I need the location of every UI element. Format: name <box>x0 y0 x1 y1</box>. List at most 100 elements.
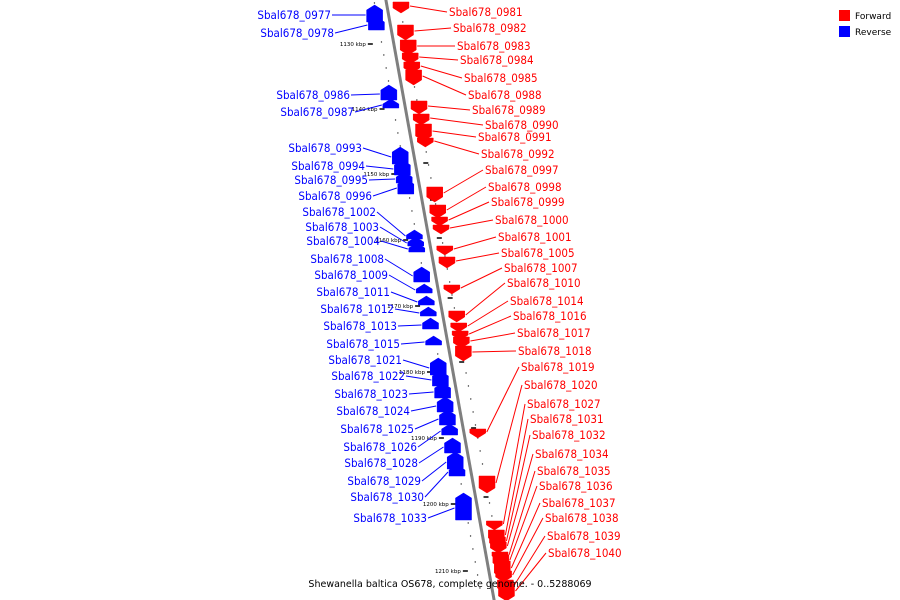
forward-gene-leader-line <box>502 403 526 525</box>
scale-dot <box>465 372 467 374</box>
scale-dot <box>385 67 387 69</box>
forward-gene-label: Sbal678_1032 <box>532 428 606 442</box>
forward-gene-label: Sbal678_1037 <box>542 496 616 510</box>
legend-forward-label: Forward <box>855 12 891 22</box>
scale-tick-label: 1170 kbp <box>387 304 413 310</box>
reverse-gene-leader-line <box>400 341 425 345</box>
forward-gene-glyph <box>438 256 456 269</box>
reverse-gene-glyph <box>444 437 461 454</box>
legend: Forward Reverse <box>839 10 892 38</box>
forward-gene-label: Sbal678_0998 <box>488 180 562 194</box>
scale-dot <box>425 151 427 153</box>
reverse-gene-label: Sbal678_1011 <box>316 285 390 299</box>
forward-gene-glyph <box>417 137 434 148</box>
reverse-gene-leader-line <box>394 308 420 314</box>
scale-dot <box>448 281 451 283</box>
scale-tick-label: 1150 kbp <box>363 172 389 178</box>
reverse-gene-glyph <box>434 382 451 399</box>
forward-gene-glyph <box>495 570 512 583</box>
reverse-gene-label: Sbal678_0986 <box>276 88 350 102</box>
reverse-gene-glyph <box>422 317 439 330</box>
forward-gene-leader-line <box>419 56 459 61</box>
reverse-gene-label: Sbal678_1028 <box>344 456 418 470</box>
reverse-gene-glyph <box>446 451 464 470</box>
forward-gene-leader-line <box>446 186 487 211</box>
reverse-gene-label: Sbal678_1026 <box>343 440 417 454</box>
scale-tick-label: 1190 kbp <box>411 436 437 442</box>
forward-gene-leader-line <box>455 252 500 262</box>
scale-dot <box>476 574 479 576</box>
reverse-gene-leader-line <box>410 405 437 412</box>
forward-gene-label: Sbal678_1014 <box>510 294 584 308</box>
forward-gene-label: Sbal678_0997 <box>485 163 559 177</box>
reverse-gene-label: Sbal678_0995 <box>294 173 368 187</box>
reverse-gene-label: Sbal678_1009 <box>314 268 388 282</box>
forward-gene-glyph <box>429 204 447 219</box>
forward-gene-leader-line <box>422 75 467 96</box>
scale-dot <box>479 587 481 589</box>
forward-gene-leader-line <box>472 350 517 353</box>
scale-dot <box>474 561 476 563</box>
forward-gene-glyph <box>469 428 487 439</box>
forward-gene-leader-line <box>460 267 503 289</box>
reverse-gene-label: Sbal678_0977 <box>257 8 331 22</box>
forward-gene-label: Sbal678_1019 <box>521 360 595 374</box>
reverse-gene-leader-line <box>418 446 444 464</box>
scale-dot <box>380 41 383 43</box>
legend-reverse-label: Reverse <box>855 28 892 38</box>
scale-dot <box>472 411 474 413</box>
scale-dot <box>474 424 477 426</box>
scale-tick-label: 1180 kbp <box>399 370 425 376</box>
forward-gene-label: Sbal678_1027 <box>527 397 601 411</box>
scale-dot <box>402 21 404 23</box>
reverse-gene-glyph <box>394 159 411 176</box>
reverse-gene-leader-line <box>417 430 441 448</box>
reverse-gene-leader-line <box>414 418 439 430</box>
reverse-gene-label: Sbal678_1003 <box>305 220 379 234</box>
reverse-gene-label: Sbal678_1021 <box>328 353 402 367</box>
forward-gene-leader-line <box>470 332 516 342</box>
scale-dot <box>397 132 399 134</box>
scale-dot <box>413 86 416 88</box>
scale-dot <box>434 203 437 205</box>
forward-gene-glyph <box>443 284 461 295</box>
scale-tick-label: 1210 kbp <box>435 569 461 575</box>
scale-dot <box>451 294 453 296</box>
scale-tick-label: 1200 kbp <box>423 502 449 508</box>
forward-gene-label: Sbal678_1001 <box>498 230 572 244</box>
forward-gene-glyph <box>401 52 419 65</box>
forward-gene-leader-line <box>505 434 531 542</box>
forward-gene-label: Sbal678_0982 <box>453 21 527 35</box>
forward-gene-glyph <box>412 113 430 126</box>
forward-gene-label: Sbal678_1016 <box>513 309 587 323</box>
scale-dot <box>387 80 390 82</box>
forward-gene-glyph <box>397 24 414 41</box>
scale-dot <box>467 522 469 524</box>
forward-gene-glyph <box>431 216 448 227</box>
forward-gene-leader-line <box>512 517 544 576</box>
reverse-gene-leader-line <box>427 507 455 519</box>
forward-gene-label: Sbal678_1005 <box>501 246 575 260</box>
reverse-gene-label: Sbal678_1033 <box>353 511 427 525</box>
reverse-gene-label: Sbal678_1025 <box>340 422 414 436</box>
forward-gene-label: Sbal678_1034 <box>535 447 609 461</box>
reverse-gene-glyph <box>448 464 466 477</box>
forward-gene-label: Sbal678_1000 <box>495 213 569 227</box>
forward-gene-label: Sbal678_1017 <box>517 326 591 340</box>
forward-gene-glyph <box>486 520 503 531</box>
reverse-gene-label: Sbal678_1022 <box>331 369 405 383</box>
gene-labels: Sbal678_0981Sbal678_0982Sbal678_0983Sbal… <box>257 5 622 592</box>
forward-gene-leader-line <box>414 27 452 32</box>
forward-gene-label: Sbal678_1039 <box>547 529 621 543</box>
reverse-gene-label: Sbal678_1013 <box>323 319 397 333</box>
forward-gene-leader-line <box>509 485 538 561</box>
forward-gene-leader-line <box>508 470 536 556</box>
reverse-gene-leader-line <box>334 24 368 34</box>
scale-dot <box>399 145 401 147</box>
forward-gene-glyph <box>436 245 454 256</box>
reverse-gene-label: Sbal678_0978 <box>260 26 334 40</box>
forward-gene-glyph <box>448 310 465 323</box>
reverse-gene-glyph <box>432 370 449 387</box>
forward-gene-label: Sbal678_0991 <box>478 130 552 144</box>
